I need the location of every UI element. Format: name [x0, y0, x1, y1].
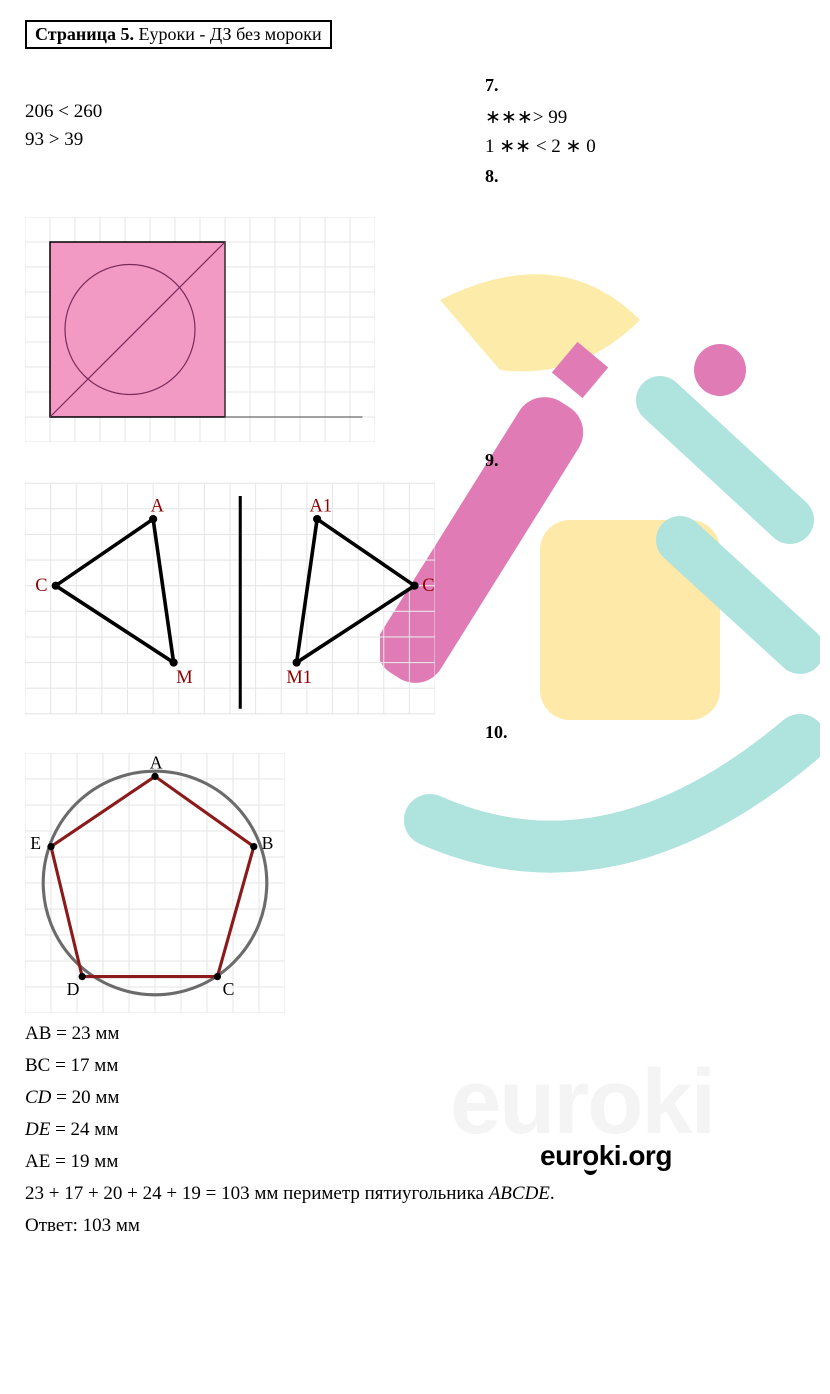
meas-answer: Ответ: 103 мм: [25, 1215, 805, 1237]
meas-bc: BC = 17 мм: [25, 1055, 805, 1077]
p7-left-line-2: 93 > 39: [25, 129, 445, 151]
svg-text:C: C: [35, 575, 47, 595]
problem-8-label: 8.: [485, 166, 805, 187]
figure-8: [25, 217, 805, 442]
svg-text:M1: M1: [286, 667, 312, 687]
p7-right-line-2: 1 ∗∗ < 2 ∗ 0: [485, 135, 805, 158]
measurements-block: AB = 23 мм BC = 17 мм CD = 20 мм DE = 24…: [25, 1023, 805, 1237]
svg-text:C: C: [223, 979, 235, 999]
svg-text:D: D: [67, 979, 80, 999]
svg-text:A1: A1: [309, 495, 332, 515]
svg-text:A: A: [150, 753, 163, 773]
svg-text:A: A: [151, 495, 165, 515]
problem-7-label: 7.: [485, 75, 805, 96]
problem-10-label: 10.: [485, 722, 805, 743]
page-number-label: Страница 5.: [35, 24, 134, 44]
meas-ab: AB = 23 мм: [25, 1023, 805, 1045]
svg-text:M: M: [176, 667, 192, 687]
svg-text:C1: C1: [422, 575, 435, 595]
meas-cd: CD = 20 мм: [25, 1087, 805, 1109]
problem-9-label: 9.: [485, 450, 805, 471]
p7-left-line-1: 206 < 260: [25, 101, 445, 123]
meas-de: DE = 24 мм: [25, 1119, 805, 1141]
figure-10: A B C D E: [25, 753, 805, 1013]
svg-text:E: E: [30, 833, 41, 853]
meas-sum: 23 + 17 + 20 + 24 + 19 = 103 мм периметр…: [25, 1183, 805, 1205]
svg-text:B: B: [262, 833, 274, 853]
brand-euroki: euroki.org: [540, 1140, 672, 1172]
page-title: Еуроки - ДЗ без мороки: [134, 24, 322, 44]
figure-9: ACMA1C1M1.: [25, 481, 805, 716]
page-header-box: Страница 5. Еуроки - ДЗ без мороки: [25, 20, 332, 49]
meas-ae: AE = 19 мм: [25, 1151, 805, 1173]
p7-right-line-1: ∗∗∗> 99: [485, 106, 805, 129]
